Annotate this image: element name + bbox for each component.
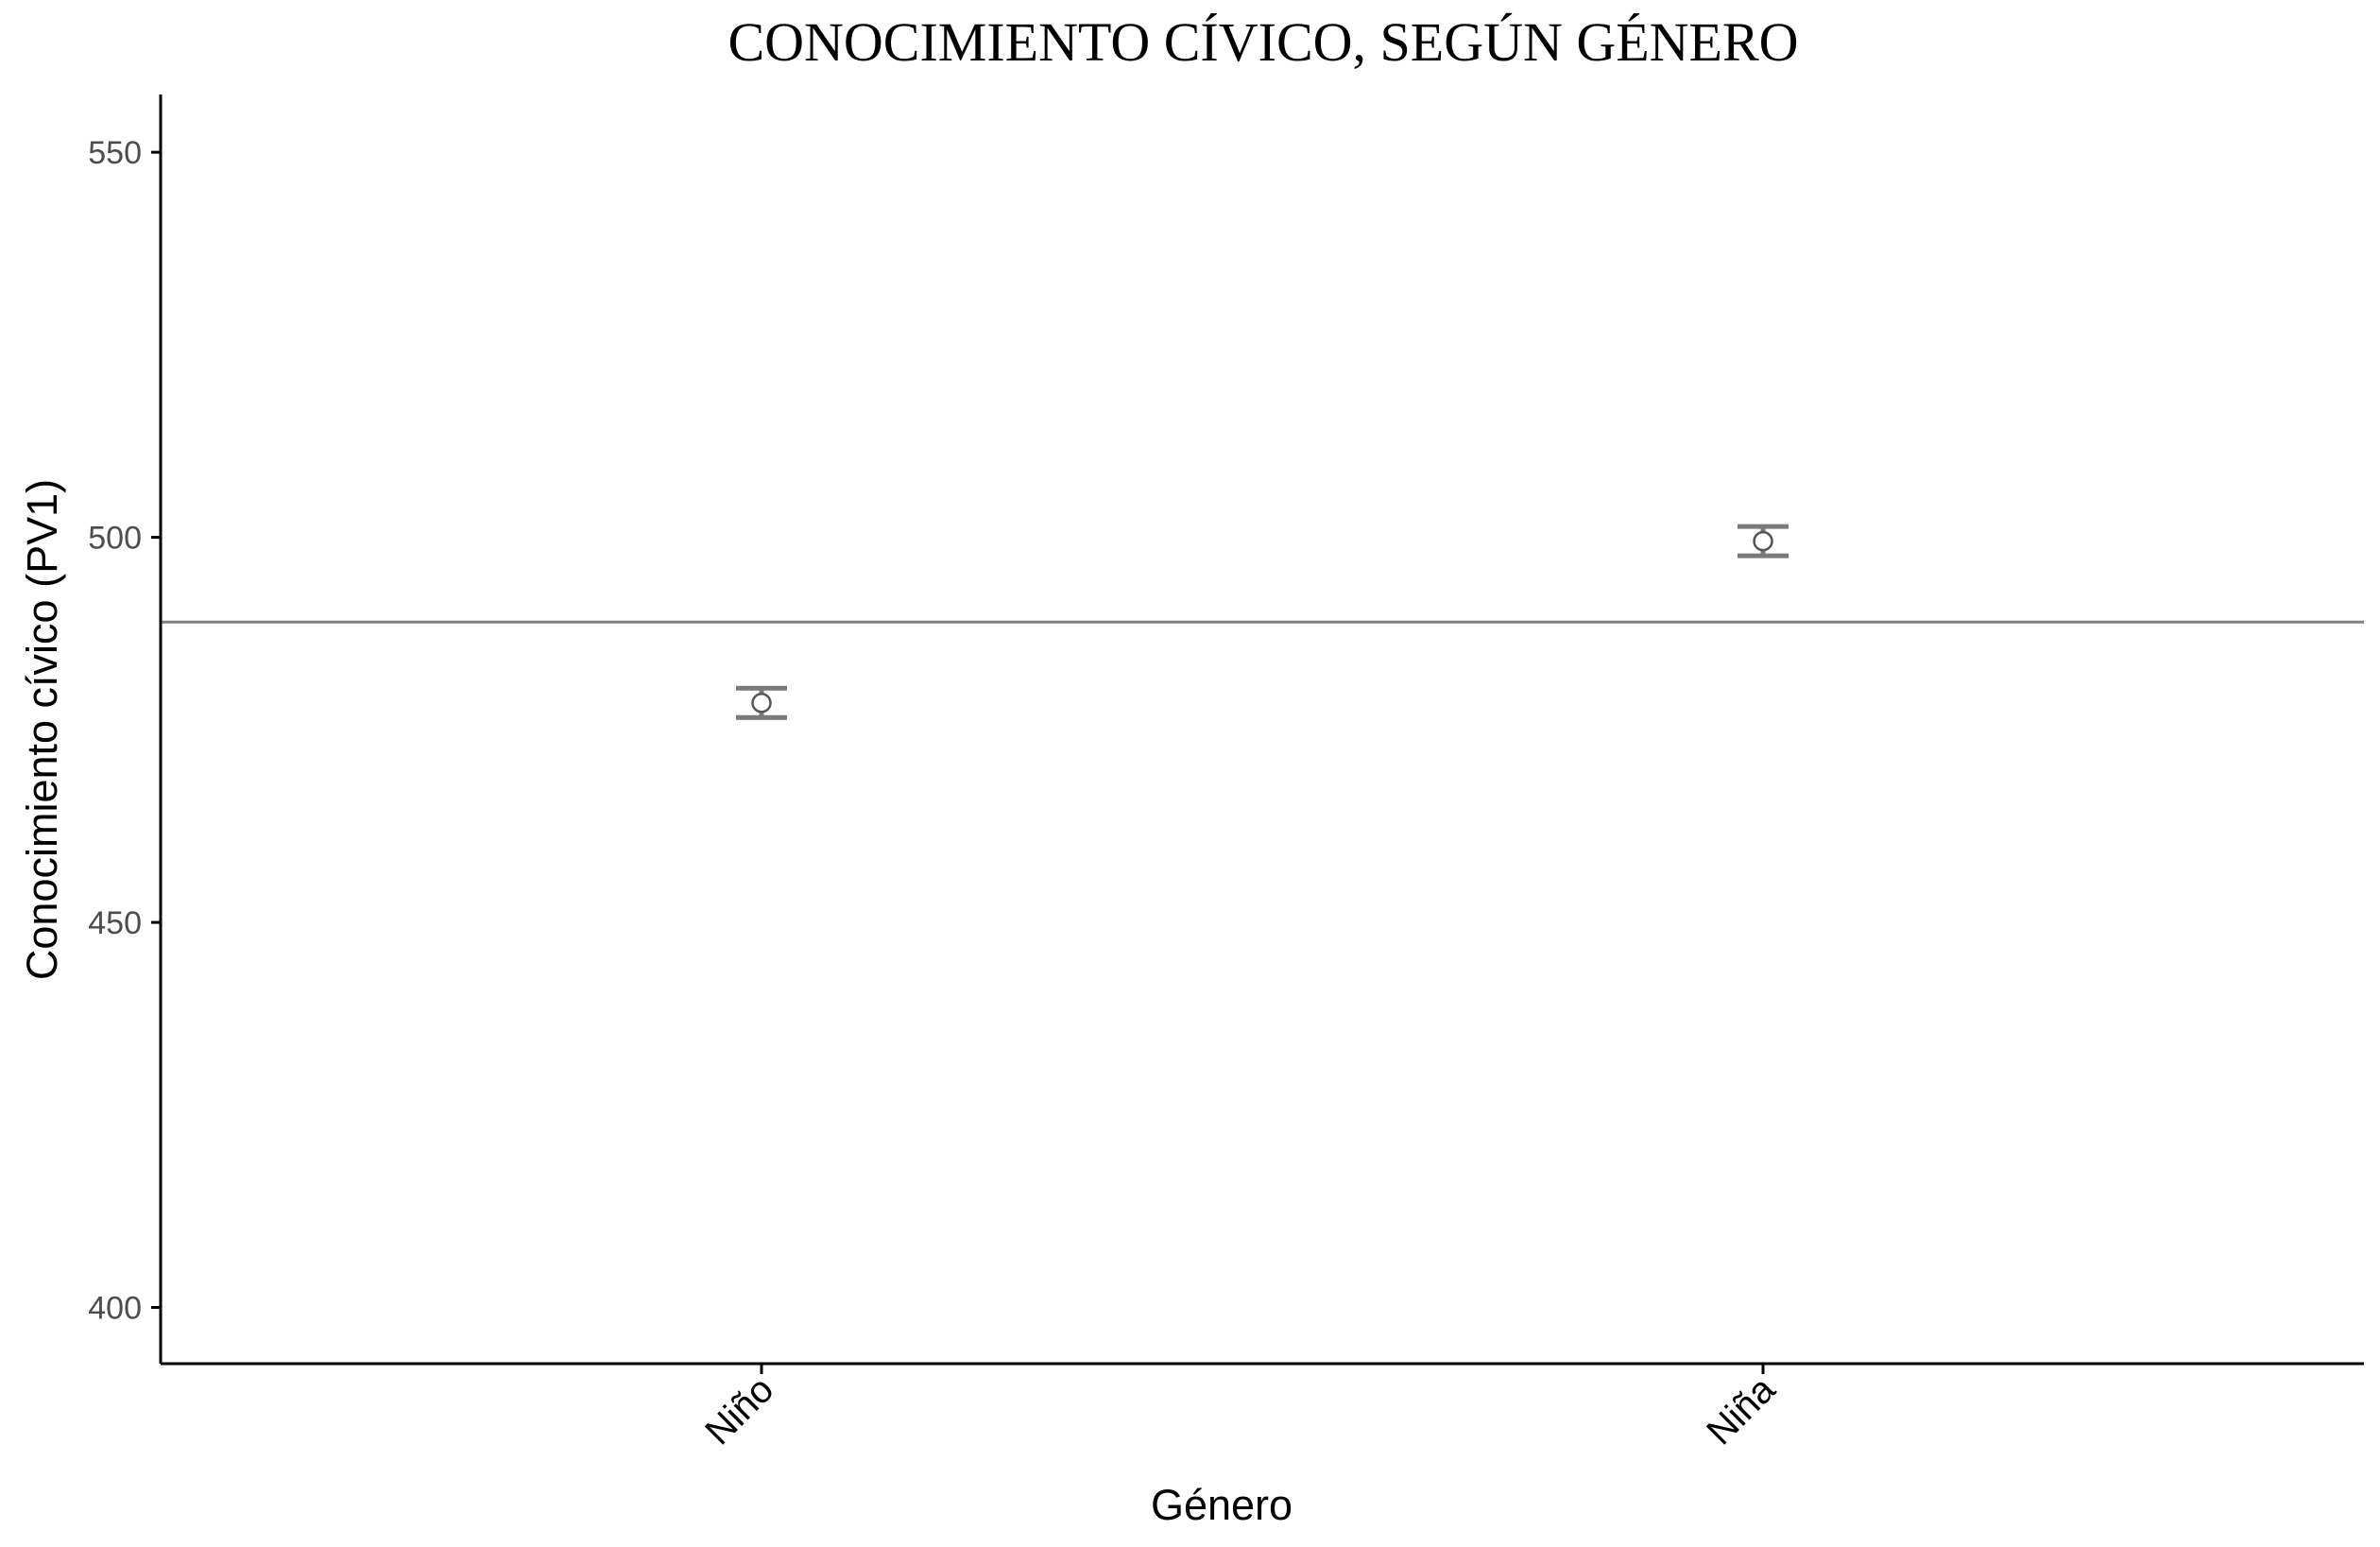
y-tick-label: 550 xyxy=(88,135,142,171)
x-tick-label: Niño xyxy=(697,1368,781,1452)
y-tick-label: 400 xyxy=(88,1291,142,1327)
x-axis-ticks: Niño Niña xyxy=(697,1364,1784,1453)
x-tick-label: Niña xyxy=(1699,1368,1784,1453)
data-point xyxy=(1753,530,1773,552)
y-axis-title: Conocimiento cívico (PV1) xyxy=(18,479,66,980)
chart-title: CONOCIMIENTO CÍVICO, SEGÚN GÉNERO xyxy=(728,11,1798,73)
y-tick-label: 500 xyxy=(88,521,142,557)
data-marks xyxy=(736,524,1789,720)
data-point xyxy=(751,693,772,713)
y-tick-label: 450 xyxy=(88,905,142,941)
x-axis-title: Género xyxy=(1151,1481,1293,1529)
y-axis-ticks: 400 450 500 550 xyxy=(88,135,161,1327)
